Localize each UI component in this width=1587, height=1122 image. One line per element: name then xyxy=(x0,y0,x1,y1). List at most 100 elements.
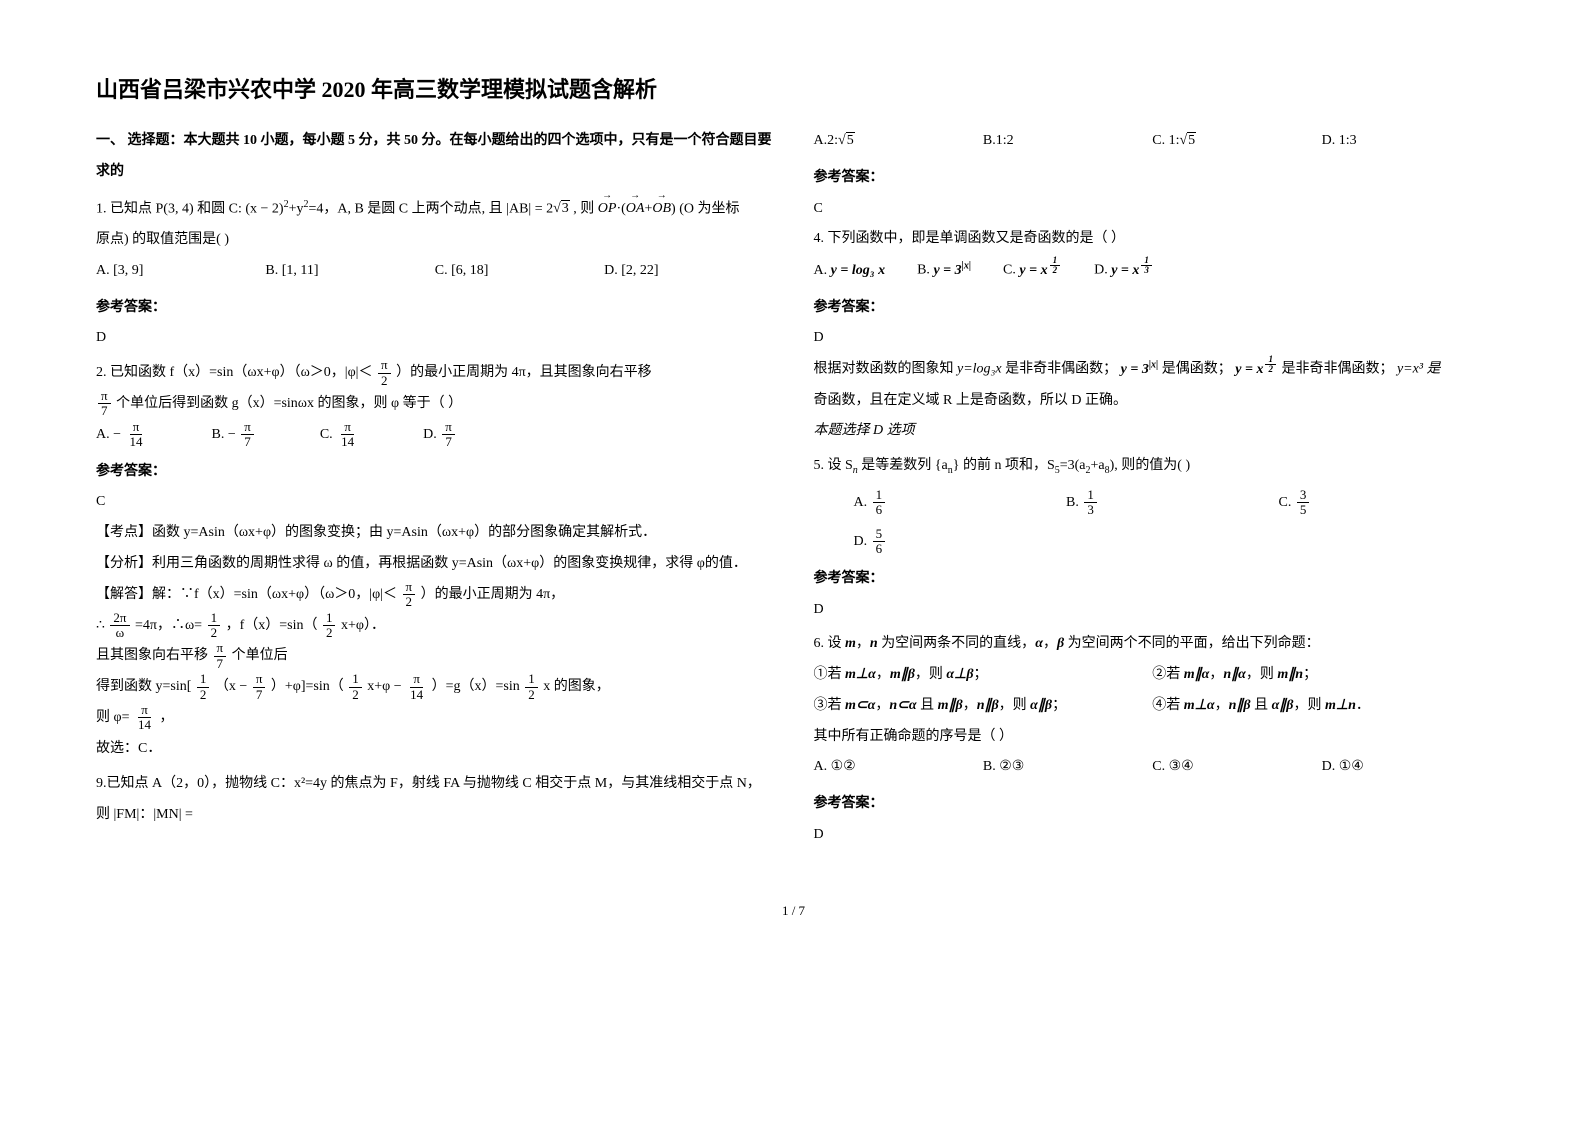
page-number: 1 / 7 xyxy=(96,903,1491,919)
text: ）的最小正周期为 4π，且其图象向右平移 xyxy=(396,365,652,380)
text: 且 xyxy=(917,698,938,713)
math: y=log₃x xyxy=(957,362,1002,377)
q4: 4. 下列函数中，即是单调函数又是奇函数的是（ ） A. y = log₃ x … xyxy=(814,224,1492,447)
q9-D: D. 1:3 xyxy=(1322,126,1491,157)
radicand: 3 xyxy=(561,200,570,216)
q2-jieda-3: 且其图象向右平移 π7 个单位后 xyxy=(96,641,774,672)
text: 个单位后 xyxy=(232,649,288,664)
num: π xyxy=(378,358,391,373)
vec: OB xyxy=(652,194,671,225)
text: 得到函数 y=sin[ xyxy=(96,679,191,694)
q2-jieda-4: 得到函数 y=sin[ 12 （x − π7 ）+φ]=sin（ 12 x+φ … xyxy=(96,672,774,703)
text: 个单位后得到函数 g（x）=sinωx 的图象，则 φ 等于（ ） xyxy=(116,396,462,411)
text: ∴ xyxy=(96,618,108,633)
q6-props-row2: ③若 m⊂α，n⊂α 且 m∥β，n∥β，则 α∥β； ④若 m⊥α，n∥β 且… xyxy=(814,691,1492,722)
den: 7 xyxy=(253,688,266,702)
exp: |x| xyxy=(962,260,971,271)
q5-stem: 5. 设 Sn 是等差数列 {an} 的前 n 项和，S5=3(a2+a8), … xyxy=(814,451,1492,482)
text: =3(a xyxy=(1060,458,1086,473)
text: +y xyxy=(289,201,304,216)
q6-props-row1: ①若 m⊥α，m∥β，则 α⊥β； ②若 m∥α，n∥α，则 m∥n； xyxy=(814,660,1492,691)
q1-options: A. [3, 9] B. [1, 11] C. [6, 18] D. [2, 2… xyxy=(96,256,774,287)
text: ； xyxy=(974,667,988,682)
text: ，则 xyxy=(999,698,1031,713)
num: π xyxy=(253,672,266,687)
den: 5 xyxy=(1297,503,1310,517)
text: ， xyxy=(963,698,977,713)
text: 的值为( ) xyxy=(1135,458,1190,473)
q5-options: A. 16 B. 13 C. 35 D. 56 xyxy=(854,488,1492,558)
q4-C: C. y = x12 xyxy=(1003,255,1062,286)
q4-stem: 4. 下列函数中，即是单调函数又是奇函数的是（ ） xyxy=(814,224,1492,255)
text: ）的最小正周期为 4π， xyxy=(421,587,565,602)
q5: 5. 设 Sn 是等差数列 {an} 的前 n 项和，S5=3(a2+a8), … xyxy=(814,451,1492,625)
radicand: 5 xyxy=(1187,132,1196,148)
text: ③若 xyxy=(814,698,846,713)
num: 1 xyxy=(873,488,886,503)
text: x+φ − xyxy=(367,679,405,694)
num: π xyxy=(98,389,111,404)
q2-options: A. − π14 B. − π7 C. π14 D. π7 xyxy=(96,420,774,451)
den: 6 xyxy=(873,503,886,517)
den: 14 xyxy=(338,435,357,449)
math: y = log₃ x xyxy=(831,263,885,278)
text: 本题选择 D 选项 xyxy=(814,423,915,438)
text: x 的图象， xyxy=(543,679,610,694)
text: (O 为坐标 xyxy=(676,201,740,216)
text: ②若 xyxy=(1152,667,1184,682)
q2-fenxi: 【分析】利用三角函数的周期性求得 ω 的值，再根据函数 y=Asin（ωx+φ）… xyxy=(96,549,774,580)
label: 【考点】 xyxy=(96,525,152,540)
right-column: A.2:5 B.1:2 C. 1:5 D. 1:3 参考答案： C 4. 下列函… xyxy=(814,126,1492,855)
text: =4π，∴ω= xyxy=(135,618,202,633)
page-title: 山西省吕梁市兴农中学 2020 年高三数学理模拟试题含解析 xyxy=(96,72,1491,104)
q4-exp-3: 本题选择 D 选项 xyxy=(814,416,1492,447)
label: 【解答】 xyxy=(96,587,152,602)
den: 7 xyxy=(241,435,254,449)
q6-p1: ①若 m⊥α，m∥β，则 α⊥β； xyxy=(814,660,1153,691)
text: 利用三角函数的周期性求得 ω 的值，再根据函数 y=Asin（ωx+φ）的图象变… xyxy=(152,556,747,571)
text: ）=g（x）=sin xyxy=(432,679,520,694)
text: + xyxy=(644,201,652,216)
text: 为空间两条不同的直线， xyxy=(878,636,1036,651)
q2: 2. 已知函数 f（x）=sin（ωx+φ）（ω＞0，|φ|＜ π2 ）的最小正… xyxy=(96,358,774,764)
q1-ans: D xyxy=(96,323,774,354)
q1: 1. 已知点 P(3, 4) 和圆 C: (x − 2)2+y2=4，A, B … xyxy=(96,194,774,355)
text: 1. 已知点 P(3, 4) 和圆 C: (x − 2) xyxy=(96,201,284,216)
text: ． xyxy=(1356,698,1370,713)
q6: 6. 设 m，n 为空间两条不同的直线，α，β 为空间两个不同的平面，给出下列命… xyxy=(814,629,1492,851)
text: D. xyxy=(423,427,440,442)
text: A.2: xyxy=(814,133,839,148)
num: 5 xyxy=(873,527,886,542)
q2-B: B. − π7 xyxy=(212,420,256,451)
q4-A: A. y = log₃ x xyxy=(814,256,886,287)
q4-exp-1: 根据对数函数的图象知 y=log₃x 是非奇非偶函数； y = 3|x| 是偶函… xyxy=(814,354,1492,385)
text: 且 xyxy=(1251,698,1272,713)
math: y = 3 xyxy=(933,263,961,278)
text: A. − xyxy=(96,427,125,442)
q6-D: D. ①④ xyxy=(1322,752,1491,783)
text: ， xyxy=(876,667,890,682)
den: 3 xyxy=(1141,266,1152,276)
text: ； xyxy=(1052,698,1066,713)
q9-A: A.2: 5 xyxy=(814,126,983,157)
den: 2 xyxy=(197,688,210,702)
q6-p2: ②若 m∥α，n∥α，则 m∥n； xyxy=(1152,660,1491,691)
text: A. xyxy=(854,495,871,510)
math: y = x xyxy=(1111,263,1139,278)
text: B. xyxy=(917,263,933,278)
den: 2 xyxy=(1265,365,1276,375)
q2-jieda-5: 则 φ= π14 ， xyxy=(96,703,774,734)
text: ， xyxy=(159,710,173,725)
q2-stem-2: π7 个单位后得到函数 g（x）=sinωx 的图象，则 φ 等于（ ） xyxy=(96,389,774,420)
radicand: 5 xyxy=(846,132,855,148)
den: 7 xyxy=(98,404,111,418)
q2-ans: C xyxy=(96,487,774,518)
text: D. xyxy=(854,534,871,549)
den: 7 xyxy=(214,657,227,671)
text: 是等差数列 {a xyxy=(858,458,948,473)
q6-p3: ③若 m⊂α，n⊂α 且 m∥β，n∥β，则 α∥β； xyxy=(814,691,1153,722)
text: } 的前 n 项和，S xyxy=(953,458,1055,473)
den: 14 xyxy=(407,688,426,702)
text: C. 1: xyxy=(1152,133,1179,148)
q9-options: A.2:5 B.1:2 C. 1:5 D. 1:3 xyxy=(814,126,1492,157)
